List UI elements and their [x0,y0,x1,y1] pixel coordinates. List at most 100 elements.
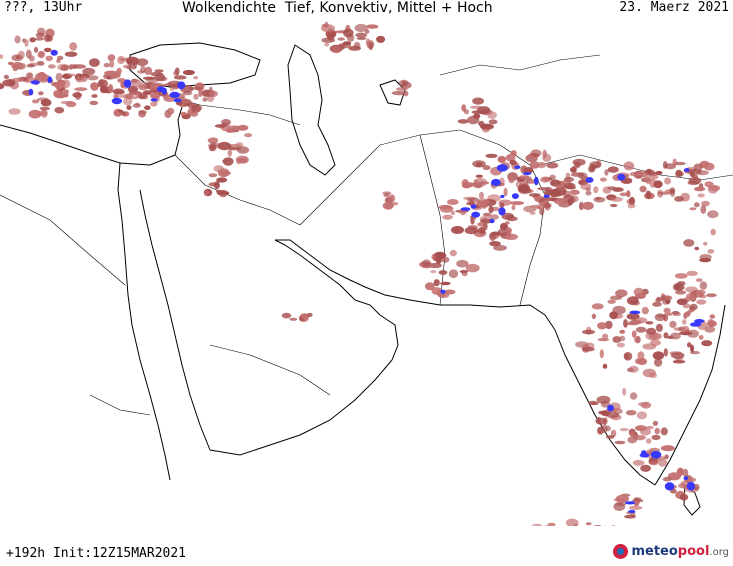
cloud-patch [707,249,715,254]
cloud-patch [202,97,208,102]
meteopool-logo[interactable]: meteopool.org [613,544,729,559]
dense-cloud-patch [500,194,505,199]
cloud-patch [569,189,580,195]
cloud-patch [11,62,24,70]
dense-cloud-patch [514,165,521,169]
cloud-patch [395,87,408,91]
cloud-patch [382,201,394,210]
cloud-patch [208,90,219,98]
cloud-patch [167,107,175,115]
cloud-patch [554,198,567,205]
dense-cloud-patch [470,204,477,209]
cloud-patch [641,306,649,315]
cloud-patch [89,100,99,106]
cloud-patch [173,75,187,80]
cloud-patch [483,222,488,231]
cloud-patch [580,182,592,190]
cloud-patch [611,525,616,526]
cloud-patch [652,301,662,307]
cloud-patch [364,29,370,34]
cloud-patch [689,303,698,311]
cloud-patch [34,37,45,41]
cloud-patch [499,222,509,231]
cloud-patch [696,299,707,305]
cloud-patch [686,293,697,300]
cloud-patch [145,77,159,83]
cloud-patch [126,96,139,100]
cloud-patch [624,514,636,519]
cloud-patch [511,204,516,211]
cloud-patch [26,63,35,68]
cloud-patch [236,158,241,165]
cloud-patch [591,313,597,320]
cloud-patch [471,110,485,114]
cloud-patch [306,312,313,317]
cloud-patch [154,69,164,73]
dense-cloud-patch [522,172,532,176]
cloud-patch [699,281,708,290]
cloud-patch [126,105,132,110]
cloud-patch [639,185,647,193]
cloud-patch [597,426,604,435]
cloud-patch [64,51,78,57]
dense-cloud-patch [664,482,675,491]
dense-cloud-patch [169,91,180,98]
cloud-patch [424,282,435,291]
cloud-patch [653,180,663,189]
cloud-patch [706,293,717,298]
cloud-patch [456,259,469,268]
cloud-patch [530,204,542,208]
dense-cloud-patch [511,193,519,200]
cloud-patch [461,182,472,189]
cloud-patch [602,363,608,369]
cloud-patch [8,108,21,115]
cloud-patch [679,493,689,501]
dense-cloud-patch [650,450,662,459]
cloud-patch [585,522,592,526]
cloud-patch [472,97,484,105]
cloud-patch [112,88,125,95]
cloud-patch [610,203,618,208]
cloud-patch [683,239,695,247]
cloud-patch [660,427,668,436]
cloud-patch [463,109,470,115]
dense-cloud-patch [585,177,594,183]
cloud-patch [633,497,642,502]
cloud-patch [631,330,637,338]
dense-cloud-patch [471,211,481,218]
cloud-patch [480,123,494,130]
dense-cloud-patch [150,98,158,102]
cloud-patch [131,79,143,88]
cloud-patch [53,89,63,98]
dense-cloud-patch [173,98,182,103]
cloud-patch [328,27,333,33]
cloud-patch [493,244,507,251]
cloud-patch [649,461,659,466]
cloud-patch [607,166,619,173]
cloud-patch [573,524,579,526]
cloud-patch [36,61,45,66]
cloud-patch [709,314,715,319]
cloud-patch [599,349,604,359]
cloud-patch [643,169,655,176]
dense-cloud-patch [111,97,123,105]
cloud-patch [670,352,685,359]
cloud-patch [217,141,231,151]
cloud-patch [664,454,669,460]
cloud-patch [447,199,459,205]
cloud-patch [193,93,199,100]
cloud-patch [654,427,660,435]
cloud-patch [501,212,514,220]
cloud-patch [203,189,209,196]
cloud-patch [670,332,681,340]
cloud-patch [466,201,476,206]
cloud-patch [565,518,579,526]
cloud-patch [626,190,631,198]
cloud-patch [237,124,249,131]
cloud-patch [662,161,668,169]
cloud-patch [530,149,542,157]
cloud-patch [655,323,663,332]
cloud-patch [597,322,607,330]
cloud-patch [450,211,455,216]
cloud-patch [123,97,133,106]
